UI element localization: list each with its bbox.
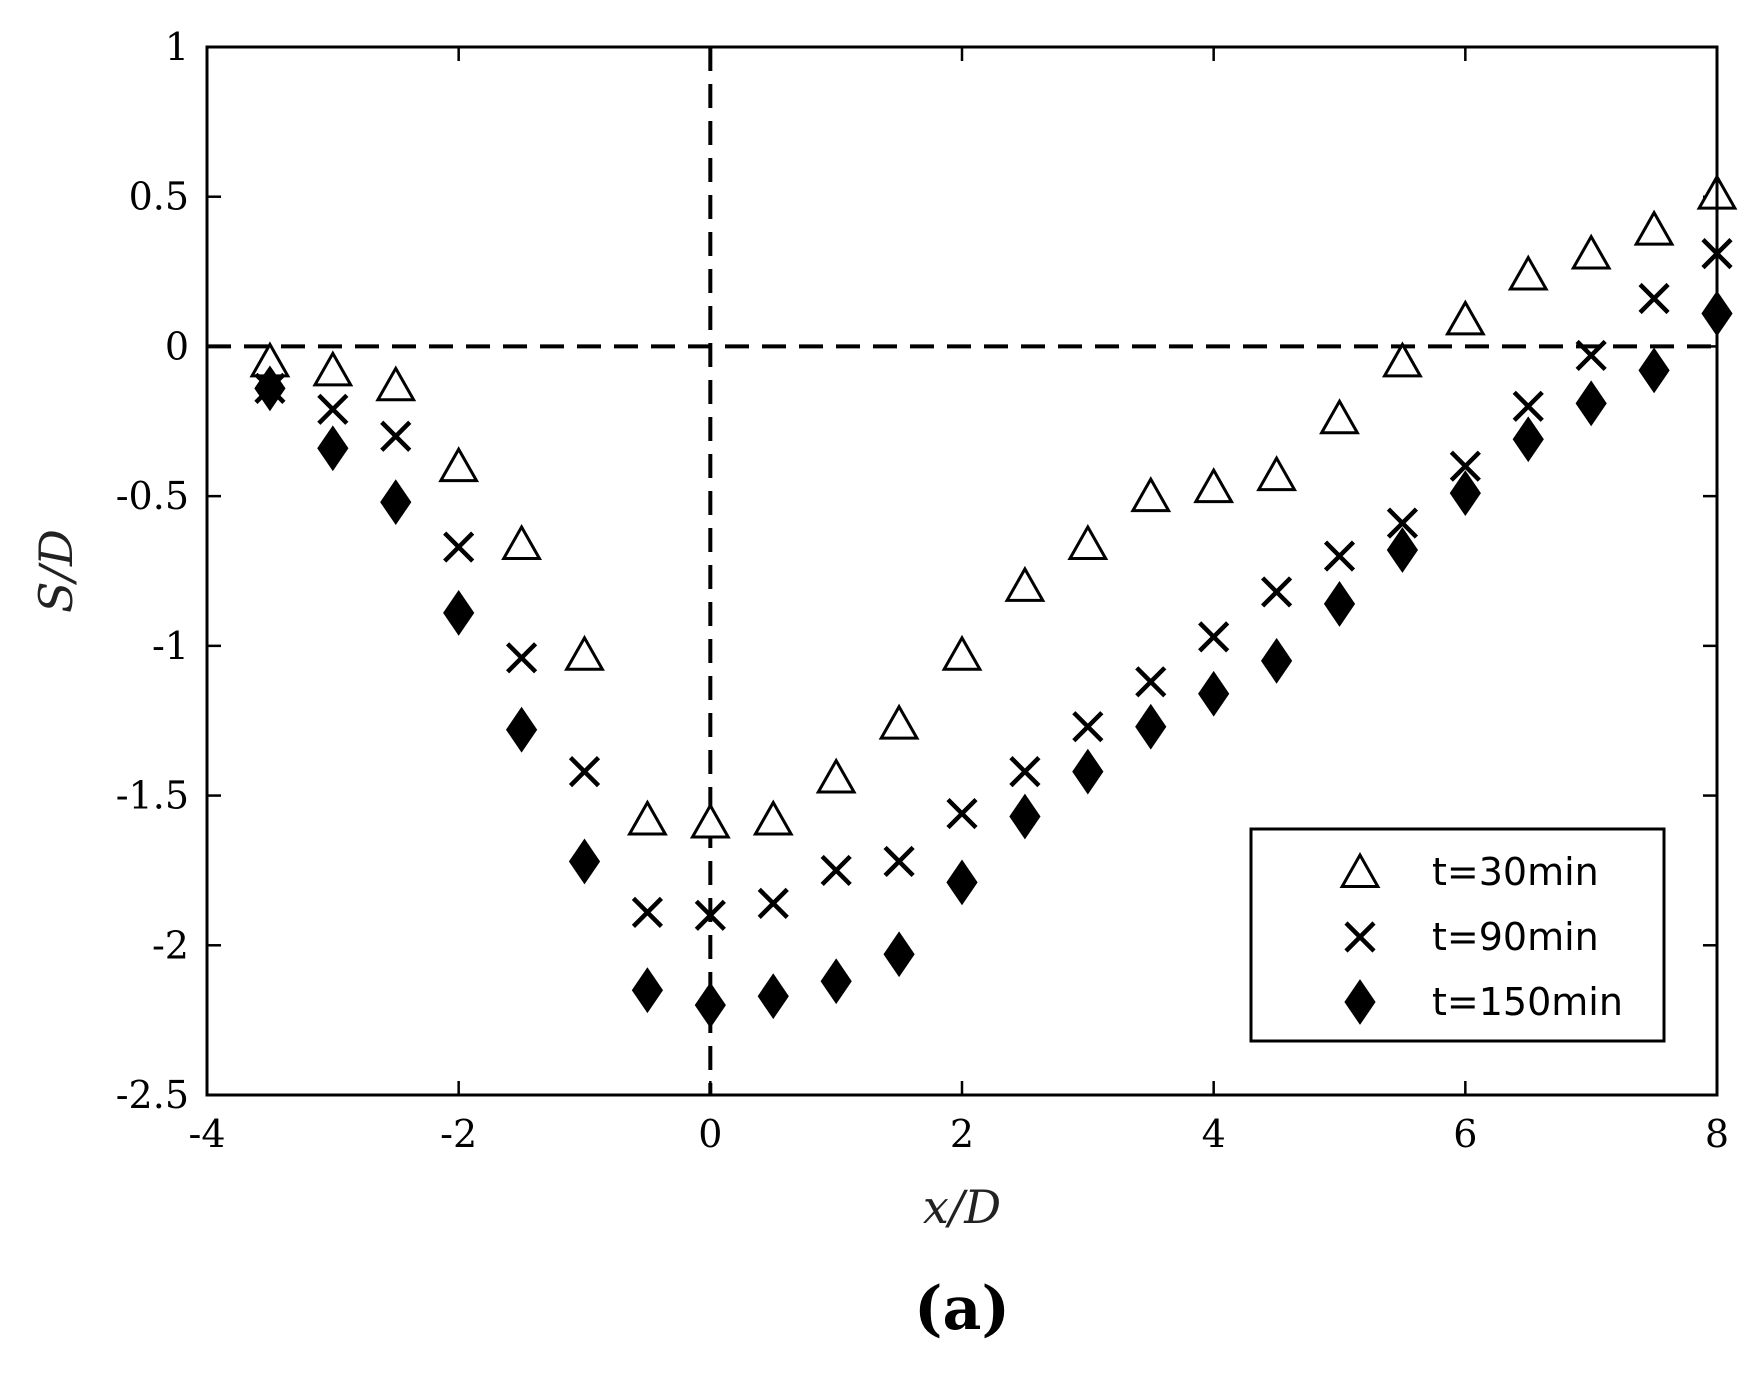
data-point-x	[1260, 576, 1293, 608]
data-point-diamond-filled	[505, 706, 538, 753]
y-tick-label: -2.5	[116, 1073, 189, 1117]
data-point-triangle-open	[689, 802, 731, 839]
data-point-diamond-filled	[820, 958, 852, 1005]
data-point-triangle-open	[1004, 565, 1046, 602]
data-point-diamond-filled	[443, 590, 475, 636]
data-point-diamond-filled	[1512, 416, 1544, 463]
data-point-x	[1072, 711, 1104, 743]
data-point-diamond-filled	[1135, 703, 1167, 750]
panel-label: (a)	[914, 1274, 1010, 1344]
data-point-diamond-filled	[694, 982, 726, 1029]
x-tick-label: 4	[1202, 1112, 1226, 1156]
data-point-triangle-open	[1444, 299, 1486, 336]
x-tick-label: 8	[1705, 1112, 1729, 1156]
data-point-x	[946, 797, 978, 830]
data-point-diamond-filled	[883, 931, 915, 978]
data-point-triangle-open	[752, 799, 794, 836]
x-tick-label: 2	[950, 1112, 974, 1156]
data-point-diamond-filled	[1449, 470, 1481, 517]
data-point-triangle-open	[1067, 524, 1109, 561]
data-point-x	[1638, 282, 1670, 315]
y-axis-label: S/D	[29, 529, 83, 613]
data-point-triangle-open	[564, 634, 605, 671]
data-point-x	[443, 531, 475, 563]
reference-lines	[207, 47, 1717, 1095]
plot-frame	[205, 45, 1719, 1097]
data-point-diamond-filled	[1009, 793, 1041, 840]
legend-label: t=150min	[1432, 980, 1623, 1024]
y-tick-label: -1.5	[116, 774, 189, 818]
data-point-triangle-open	[438, 446, 480, 483]
data-point-diamond-filled	[1323, 581, 1356, 627]
data-point-triangle-open	[1319, 398, 1360, 435]
data-point-triangle-open	[312, 350, 354, 387]
x-tick-label: 6	[1453, 1112, 1477, 1156]
y-tick-label: -1	[152, 624, 189, 668]
data-point-diamond-filled	[1575, 380, 1607, 427]
data-point-triangle-open	[1193, 467, 1235, 504]
data-point-diamond-filled	[380, 479, 412, 526]
data-point-x	[820, 854, 852, 887]
data-point-triangle-open	[878, 703, 920, 740]
data-point-x	[380, 420, 412, 452]
data-point-triangle-open	[1130, 476, 1172, 513]
y-tick-label: 0.5	[129, 175, 189, 219]
data-point-triangle-open	[1633, 209, 1675, 246]
legend: t=30min t=90min t=150min	[1249, 827, 1666, 1043]
legend-box	[1249, 827, 1666, 1043]
data-point-x	[1512, 390, 1544, 422]
data-point-triangle-open	[1570, 233, 1612, 270]
data-point-triangle-open	[1381, 341, 1423, 378]
data-point-x	[1575, 339, 1607, 372]
data-point-x	[694, 899, 726, 931]
data-point-triangle-open	[1256, 455, 1298, 492]
data-point-triangle-open	[815, 757, 857, 794]
data-point-x	[631, 896, 664, 928]
data-point-x	[1009, 756, 1041, 788]
x-tick-label: -2	[440, 1112, 477, 1156]
legend-marker-triangle-open	[1339, 851, 1381, 888]
data-point-x	[505, 642, 538, 674]
legend-marker-diamond-filled	[1344, 979, 1376, 1025]
data-point-diamond-filled	[757, 973, 789, 1020]
legend-marker-x	[1344, 921, 1376, 953]
data-point-diamond-filled	[1072, 748, 1104, 795]
data-point-triangle-open	[941, 634, 983, 671]
x-axis-ticks: -4 -2 0 2 4 6 8	[188, 47, 1729, 1156]
data-point-x	[317, 393, 349, 425]
data-point-x	[1386, 507, 1419, 539]
data-point-diamond-filled	[1260, 637, 1293, 684]
legend-label: t=30min	[1432, 850, 1599, 894]
data-point-x	[1135, 666, 1167, 698]
data-point-x	[757, 887, 789, 919]
data-point-diamond-filled	[317, 425, 349, 472]
data-point-x	[1449, 450, 1481, 482]
data-point-diamond-filled	[631, 967, 664, 1014]
y-tick-label: 1	[165, 25, 189, 69]
data-point-diamond-filled	[1386, 527, 1419, 573]
data-point-x	[1198, 621, 1230, 653]
y-tick-label: 0	[165, 324, 189, 368]
data-point-triangle-open	[501, 524, 543, 561]
x-tick-label: 0	[698, 1112, 722, 1156]
data-point-diamond-filled	[946, 859, 978, 906]
data-point-diamond-filled	[1638, 347, 1670, 394]
x-tick-label: -4	[188, 1112, 225, 1156]
legend-label: t=90min	[1432, 915, 1599, 959]
data-point-diamond-filled	[254, 365, 286, 412]
data-point-x	[1323, 540, 1356, 572]
x-axis-label: x/D	[923, 1180, 1001, 1234]
y-tick-label: -0.5	[116, 474, 189, 518]
data-point-x	[568, 756, 601, 788]
data-markers	[249, 173, 1738, 1029]
data-point-diamond-filled	[1198, 670, 1230, 717]
data-point-triangle-open	[1507, 254, 1549, 291]
data-point-triangle-open	[626, 799, 668, 836]
data-point-x	[883, 845, 915, 878]
data-point-diamond-filled	[568, 838, 601, 885]
data-point-triangle-open	[375, 365, 417, 402]
y-tick-label: -2	[152, 923, 189, 967]
